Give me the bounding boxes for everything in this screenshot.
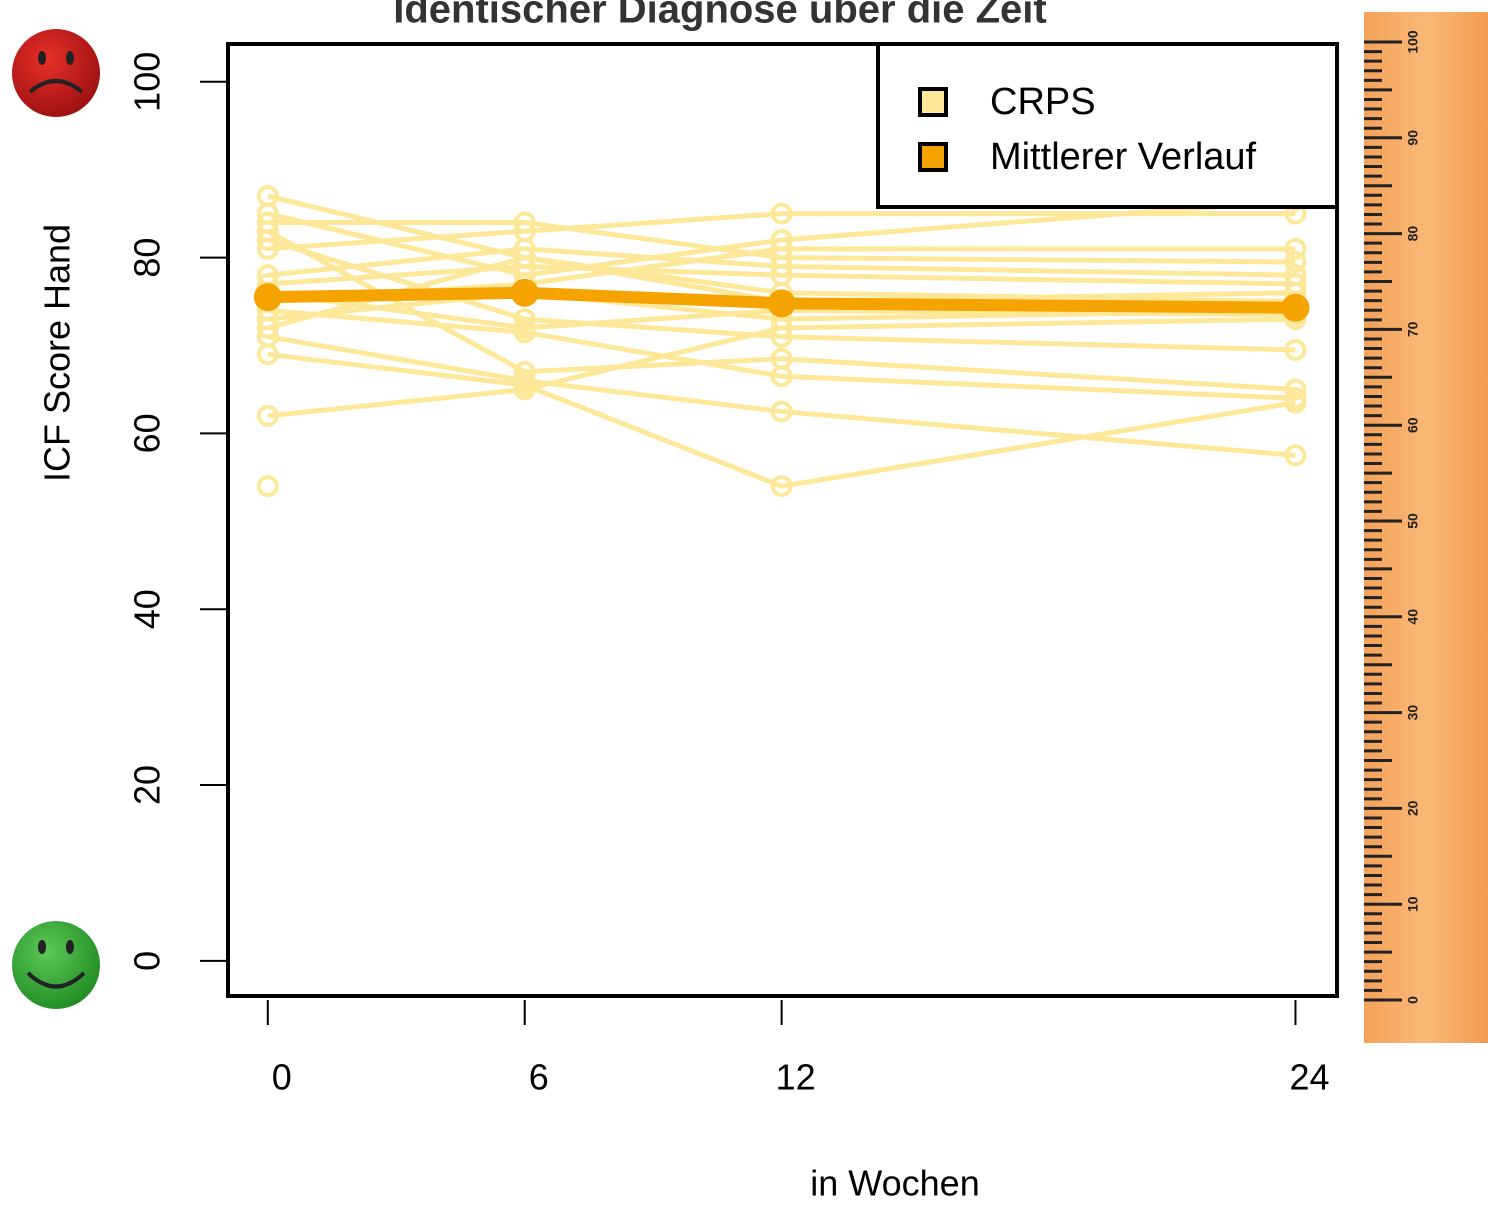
point (770, 400, 793, 423)
ruler-scale: 0 10 20 30 40 50 60 70 80 90 100 (1364, 30, 1421, 1004)
ruler-label: 20 (1405, 800, 1421, 816)
x-tick-label: 24 (1289, 1057, 1329, 1098)
series-line (267, 237, 1296, 353)
y-tick-label: 60 (127, 413, 168, 453)
point (770, 316, 793, 339)
ruler-label: 80 (1405, 226, 1421, 242)
legend-swatch (918, 142, 948, 172)
point (1284, 237, 1307, 260)
y-tick-label: 0 (127, 951, 168, 971)
point (513, 321, 536, 344)
plot-frame (226, 42, 1339, 998)
series-line (267, 307, 1296, 401)
point (256, 475, 279, 498)
series-line (267, 246, 1296, 278)
point (1284, 378, 1307, 401)
point (770, 202, 793, 225)
ruler-label: 40 (1405, 609, 1421, 625)
point (1284, 391, 1307, 414)
series-line (267, 316, 1296, 419)
y-tick-label: 20 (127, 765, 168, 805)
point (1284, 444, 1307, 467)
mean-point (1281, 293, 1310, 322)
mean-point (510, 278, 539, 307)
ruler-label: 100 (1405, 30, 1421, 54)
ruler-label: 60 (1405, 417, 1421, 433)
mean-point (253, 283, 282, 312)
ruler-label: 90 (1405, 130, 1421, 146)
legend-swatch (918, 87, 948, 117)
point (1284, 251, 1307, 274)
mean-point (767, 289, 796, 318)
y-tick-label: 80 (127, 238, 168, 278)
x-tick-label: 12 (776, 1057, 816, 1098)
series-line (267, 351, 1296, 489)
legend-box (876, 42, 1339, 209)
point (770, 237, 793, 260)
y-axis-label: ICF Score Hand (37, 224, 78, 482)
mean-line (267, 286, 1296, 314)
y-tick-label: 100 (127, 52, 168, 112)
x-tick-label: 0 (272, 1057, 292, 1098)
series-line (267, 334, 1296, 458)
legend-label: CRPS (990, 81, 1096, 123)
ruler (1364, 12, 1488, 1043)
x-axis-label: in Wochen (810, 1163, 979, 1204)
series-line (267, 219, 1296, 265)
ruler-label: 70 (1405, 321, 1421, 337)
y-tick-label: 40 (127, 589, 168, 629)
x-tick-label: 6 (529, 1057, 549, 1098)
ruler-label: 10 (1405, 896, 1421, 912)
ruler-label: 30 (1405, 705, 1421, 721)
ruler-label: 50 (1405, 513, 1421, 529)
point (256, 404, 279, 427)
series-line (267, 263, 1296, 287)
happy-face (12, 921, 100, 1009)
point (770, 264, 793, 287)
ruler-label: 0 (1405, 996, 1421, 1004)
series-line (266, 229, 1296, 392)
point (256, 237, 279, 260)
series-line (267, 211, 1296, 252)
chart-title: Identischer Diagnose über die Zeit (393, 0, 1046, 32)
point (1284, 338, 1307, 361)
point (256, 229, 279, 252)
point (513, 378, 536, 401)
point (513, 246, 536, 269)
point (256, 343, 279, 366)
series-line (267, 290, 1296, 322)
legend-label: Mittlerer Verlauf (990, 136, 1257, 178)
point (770, 475, 793, 498)
sad-face (12, 29, 100, 117)
point (770, 365, 793, 388)
